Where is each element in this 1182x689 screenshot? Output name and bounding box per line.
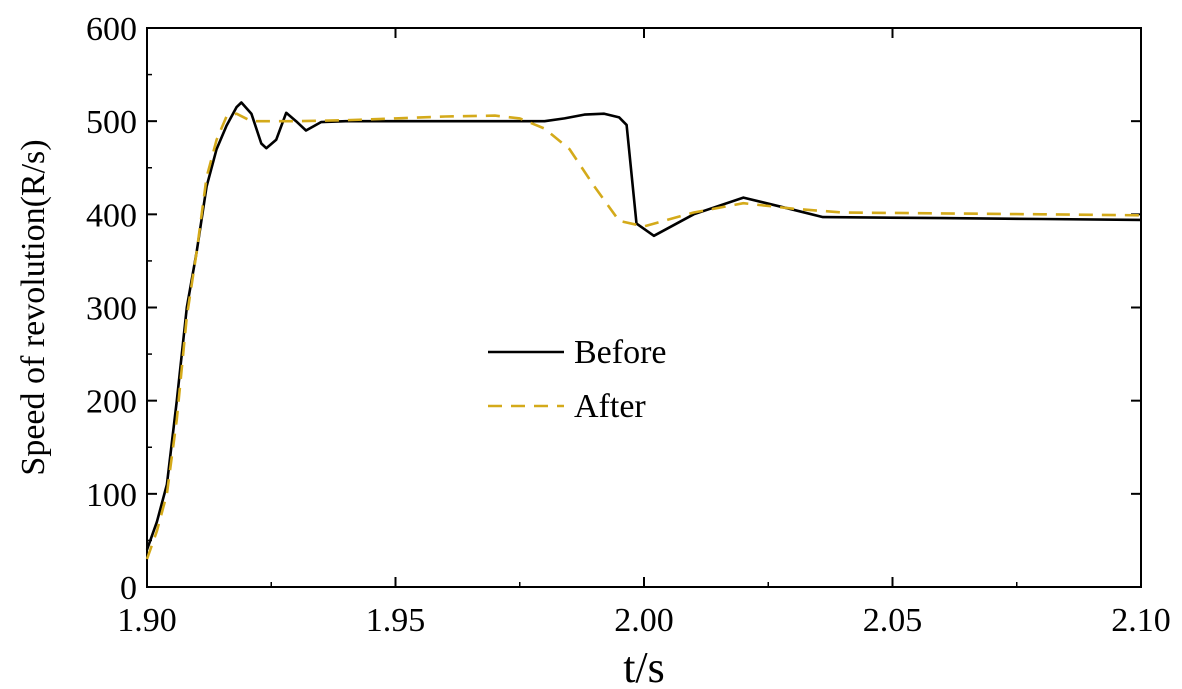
x-tick-label: 2.10 xyxy=(1111,602,1171,639)
plot-border xyxy=(146,27,1142,588)
x-tick-label: 2.00 xyxy=(614,602,674,639)
y-axis: 0 100 200 300 400 500 600 xyxy=(86,11,1141,607)
y-tick-label: 200 xyxy=(86,384,137,421)
series-layer xyxy=(145,101,1142,560)
x-tick-label: 1.95 xyxy=(366,602,426,639)
y-tick-label: 0 xyxy=(120,570,137,607)
y-tick-label: 600 xyxy=(86,11,137,48)
legend: Before After xyxy=(488,334,667,425)
y-tick-label: 400 xyxy=(86,197,137,234)
series-line-after xyxy=(145,112,1142,560)
legend-label-after: After xyxy=(574,388,646,425)
plot-frame xyxy=(146,27,1142,588)
y-tick-label: 300 xyxy=(86,291,137,328)
legend-label-before: Before xyxy=(574,334,667,371)
x-tick-label: 2.05 xyxy=(863,602,923,639)
x-axis-title: t/s xyxy=(623,643,665,689)
series-line-before xyxy=(145,101,1142,551)
y-tick-label: 500 xyxy=(86,104,137,141)
x-tick-label: 1.90 xyxy=(117,602,177,639)
x-axis: 1.90 1.95 2.00 2.05 2.10 xyxy=(117,28,1171,639)
y-tick-label: 100 xyxy=(86,477,137,514)
y-axis-title: Speed of revolution(R/s) xyxy=(15,139,52,475)
